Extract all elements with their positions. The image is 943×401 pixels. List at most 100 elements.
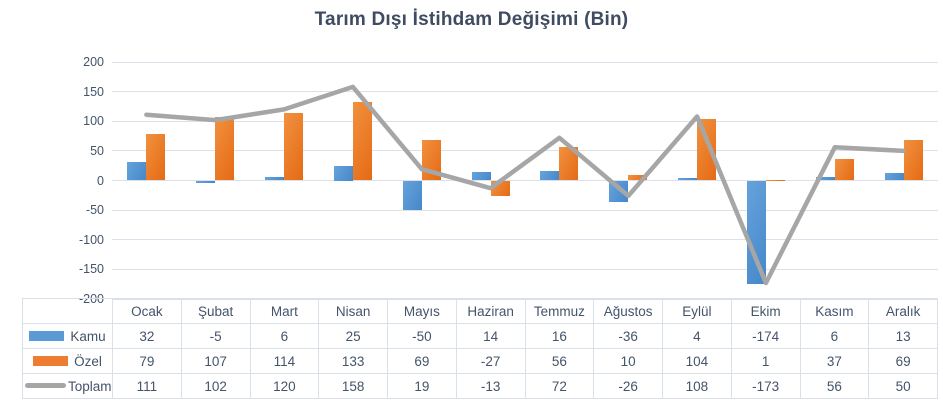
table-header-row: Ocak Şubat Mart Nisan Mayıs Haziran Temmuz Ağus… bbox=[22, 298, 938, 324]
cell-toplam-temmuz: 72 bbox=[524, 373, 595, 399]
kamu-legend-swatch-icon bbox=[29, 330, 65, 341]
cell-toplam-ekim: -173 bbox=[730, 373, 801, 399]
toplam-line-path[interactable] bbox=[144, 84, 906, 286]
bar-özel-şubat[interactable] bbox=[215, 117, 235, 181]
month-header-haziran: Haziran bbox=[455, 298, 526, 324]
bar-özel-aralık[interactable] bbox=[903, 139, 923, 181]
gridline-100 bbox=[112, 120, 938, 122]
toplam-legend-swatch-icon bbox=[25, 383, 66, 389]
cell-özel-ağustos: 10 bbox=[593, 348, 663, 374]
y-tick-label-150: 150 bbox=[83, 84, 104, 99]
cell-toplam-şubat: 102 bbox=[180, 373, 251, 399]
cell-özel-mayıs: 69 bbox=[387, 348, 457, 374]
bar-kamu-temmuz[interactable] bbox=[540, 171, 560, 181]
bar-özel-ekim[interactable] bbox=[765, 179, 785, 182]
y-tick-label--100: -100 bbox=[78, 232, 104, 247]
cell-toplam-nisan: 158 bbox=[318, 373, 388, 399]
y-tick-label-50: 50 bbox=[90, 143, 104, 158]
bar-kamu-mayıs[interactable] bbox=[402, 180, 422, 211]
month-header-ocak: Ocak bbox=[112, 298, 182, 324]
bar-özel-kasım[interactable] bbox=[834, 158, 854, 181]
bar-kamu-mart[interactable] bbox=[265, 176, 285, 181]
cell-toplam-eylül: 108 bbox=[662, 373, 732, 399]
cell-toplam-mart: 120 bbox=[249, 373, 320, 399]
bar-özel-temmuz[interactable] bbox=[559, 147, 579, 181]
cell-kamu-nisan: 25 bbox=[318, 323, 388, 349]
bar-kamu-ocak[interactable] bbox=[127, 161, 147, 181]
bar-kamu-haziran[interactable] bbox=[471, 172, 491, 181]
y-tick-label-200: 200 bbox=[83, 55, 104, 69]
gridline-0 bbox=[112, 180, 938, 181]
cell-kamu-haziran: 14 bbox=[455, 323, 526, 349]
bar-kamu-şubat[interactable] bbox=[196, 180, 216, 184]
legend-item-özel[interactable]: Özel bbox=[22, 348, 113, 374]
month-header-ekim: Ekim bbox=[730, 298, 801, 324]
cell-özel-ekim: 1 bbox=[730, 348, 801, 374]
özel-legend-swatch-icon bbox=[33, 355, 69, 366]
cell-toplam-kasım: 56 bbox=[799, 373, 870, 399]
table-corner-cell bbox=[22, 298, 113, 324]
cell-toplam-ağustos: -26 bbox=[593, 373, 663, 399]
month-header-mayıs: Mayıs bbox=[387, 298, 457, 324]
cell-özel-şubat: 107 bbox=[180, 348, 251, 374]
bar-kamu-aralık[interactable] bbox=[884, 172, 904, 181]
month-header-eylül: Eylül bbox=[662, 298, 732, 324]
legend-item-toplam[interactable]: Toplam bbox=[22, 373, 113, 399]
month-header-ağustos: Ağustos bbox=[593, 298, 663, 324]
month-header-kasım: Kasım bbox=[799, 298, 870, 324]
y-tick-label-0: 0 bbox=[97, 173, 104, 188]
bar-kamu-eylül[interactable] bbox=[678, 178, 698, 181]
y-tick-label-100: 100 bbox=[83, 114, 104, 129]
cell-özel-ocak: 79 bbox=[112, 348, 182, 374]
cell-özel-kasım: 37 bbox=[799, 348, 870, 374]
y-tick-label--50: -50 bbox=[85, 203, 104, 218]
cell-kamu-şubat: -5 bbox=[180, 323, 251, 349]
cell-özel-haziran: -27 bbox=[455, 348, 526, 374]
bar-özel-eylül[interactable] bbox=[697, 118, 717, 181]
cell-kamu-ocak: 32 bbox=[112, 323, 182, 349]
cell-kamu-mayıs: -50 bbox=[387, 323, 457, 349]
cell-kamu-kasım: 6 bbox=[799, 323, 870, 349]
gridline--50 bbox=[112, 209, 938, 211]
cell-toplam-aralık: 50 bbox=[868, 373, 938, 399]
cell-kamu-ağustos: -36 bbox=[593, 323, 663, 349]
bar-kamu-ekim[interactable] bbox=[746, 180, 766, 284]
cell-özel-mart: 114 bbox=[249, 348, 320, 374]
cell-toplam-ocak: 111 bbox=[112, 373, 182, 399]
legend-label-özel: Özel bbox=[74, 353, 102, 369]
table-row-özel: Özel 79 107 114 133 69 -27 56 10 104 1 37 69 bbox=[22, 348, 938, 374]
data-table: Ocak Şubat Mart Nisan Mayıs Haziran Temmuz Ağus… bbox=[22, 298, 938, 399]
bar-kamu-kasım[interactable] bbox=[815, 176, 835, 181]
gridline-200 bbox=[112, 61, 938, 63]
cell-kamu-mart: 6 bbox=[249, 323, 320, 349]
plot-area bbox=[112, 61, 938, 300]
table-row-kamu: Kamu 32 -5 6 25 -50 14 16 -36 4 -174 6 13 bbox=[22, 323, 938, 349]
cell-kamu-eylül: 4 bbox=[662, 323, 732, 349]
legend-label-kamu: Kamu bbox=[70, 328, 106, 344]
bar-özel-mart[interactable] bbox=[284, 112, 304, 181]
cell-kamu-temmuz: 16 bbox=[524, 323, 595, 349]
chart-title: Tarım Dışı İstihdam Değişimi (Bin) bbox=[314, 9, 629, 30]
toplam-line[interactable] bbox=[112, 62, 938, 299]
y-tick-label--150: -150 bbox=[78, 262, 104, 277]
gridline-150 bbox=[112, 91, 938, 93]
legend-label-toplam: Toplam bbox=[68, 378, 112, 394]
cell-kamu-ekim: -174 bbox=[730, 323, 801, 349]
gridline-50 bbox=[112, 150, 938, 152]
cell-özel-temmuz: 56 bbox=[524, 348, 595, 374]
bar-özel-nisan[interactable] bbox=[352, 101, 372, 181]
month-header-şubat: Şubat bbox=[180, 298, 251, 324]
month-header-aralık: Aralık bbox=[868, 298, 938, 324]
y-axis: 200 150 100 50 0 -50 -100 -150 -200 bbox=[28, 55, 104, 306]
legend-item-kamu[interactable]: Kamu bbox=[22, 323, 113, 349]
cell-kamu-aralık: 13 bbox=[868, 323, 938, 349]
bar-özel-ocak[interactable] bbox=[146, 133, 166, 181]
bar-kamu-nisan[interactable] bbox=[333, 165, 353, 181]
gridline--150 bbox=[112, 268, 938, 270]
table-row-toplam: Toplam 111 102 120 158 19 -13 72 -26 108 -173 56 50 bbox=[22, 373, 938, 399]
bar-özel-ağustos[interactable] bbox=[628, 174, 648, 181]
gridline--100 bbox=[112, 239, 938, 241]
cell-toplam-haziran: -13 bbox=[455, 373, 526, 399]
cell-toplam-mayıs: 19 bbox=[387, 373, 457, 399]
